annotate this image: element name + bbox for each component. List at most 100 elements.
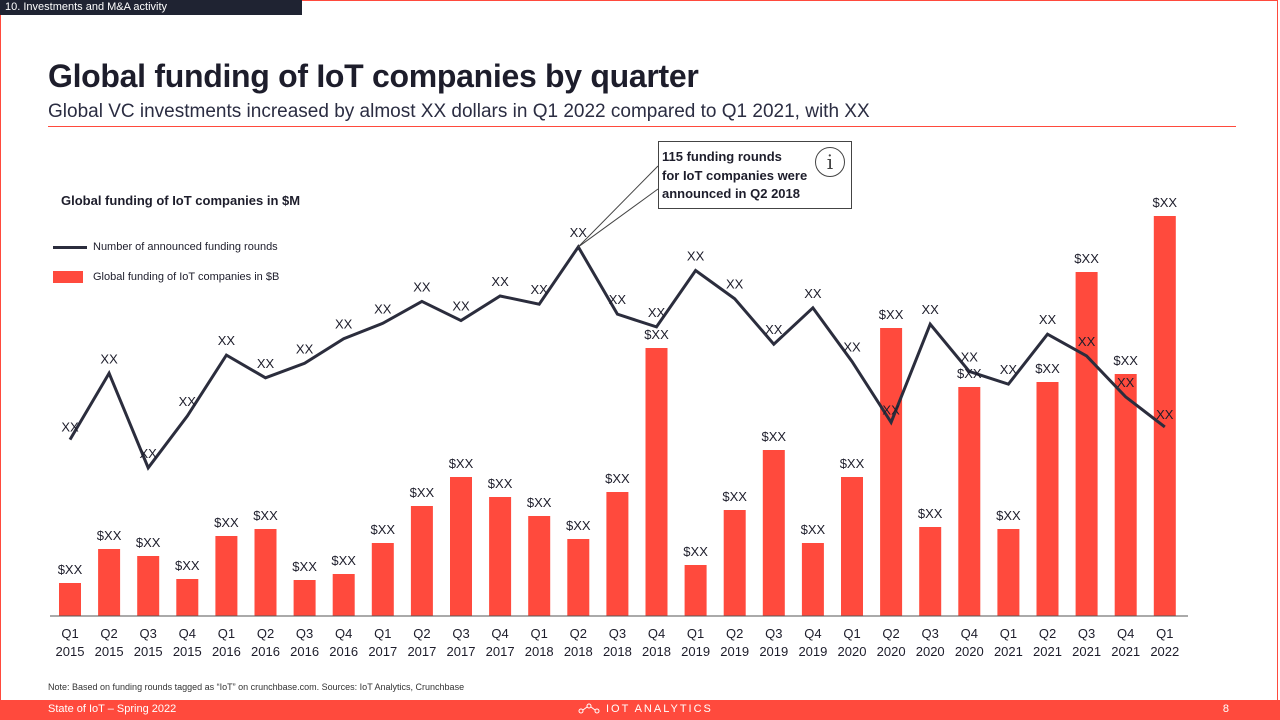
bar [1114,374,1137,616]
bar [919,527,942,616]
x-tick-label-quarter: Q3 [1078,626,1095,641]
footer-brand-text: IOT ANALYTICS [606,703,713,715]
bar-value-label: $XX [683,544,708,559]
x-tick-label-quarter: Q3 [452,626,469,641]
bar-value-label: $XX [488,476,513,491]
bar [137,556,160,616]
legend-item-rounds: Number of announced funding rounds [53,241,278,253]
x-tick-label-quarter: Q4 [804,626,821,641]
bar [1075,272,1098,616]
x-tick-label-quarter: Q4 [648,626,665,641]
line-value-label: XX [648,305,666,320]
line-value-label: XX [140,446,158,461]
x-tick-label-year: 2015 [134,644,163,659]
bar [997,529,1020,616]
x-tick-label-year: 2015 [173,644,202,659]
footer-report-name: State of IoT – Spring 2022 [48,703,177,715]
bar-value-label: $XX [605,471,630,486]
legend-label-rounds: Number of announced funding rounds [93,241,278,253]
bar [254,529,277,616]
x-tick-label-quarter: Q4 [335,626,352,641]
x-tick-label-year: 2015 [56,644,85,659]
bar-value-label: $XX [58,562,83,577]
line-value-label: XX [218,333,236,348]
legend-line-swatch [53,245,87,249]
x-tick-label-year: 2019 [681,644,710,659]
bar-value-label: $XX [97,528,122,543]
page-number: 8 [1222,703,1229,715]
line-value-label: XX [179,394,197,409]
x-tick-label-year: 2019 [720,644,749,659]
bar [332,574,355,616]
x-tick-label-quarter: Q2 [257,626,274,641]
x-tick-label-quarter: Q2 [100,626,117,641]
bar-value-label: $XX [527,495,552,510]
x-tick-label-quarter: Q1 [1156,626,1173,641]
line-value-label: XX [882,402,900,417]
x-tick-label-year: 2016 [290,644,319,659]
x-tick-label-quarter: Q2 [882,626,899,641]
x-tick-label-year: 2021 [1033,644,1062,659]
section-tag: 10. Investments and M&A activity [0,0,302,15]
page-title: Global funding of IoT companies by quart… [48,58,699,94]
x-tick-label-quarter: Q3 [296,626,313,641]
bar-value-label: $XX [449,456,474,471]
bar [528,516,551,616]
bar [1036,382,1059,616]
footer-brand: IOT ANALYTICS [578,703,713,715]
legend-item-funding: Global funding of IoT companies in $B [53,271,279,283]
line-value-label: XX [335,317,353,332]
bar [567,539,590,616]
bar [176,579,199,616]
line-value-label: XX [687,249,705,264]
bar-value-label: $XX [957,366,982,381]
line-value-label: XX [531,282,549,297]
bar [762,450,785,616]
footer-bar: State of IoT – Spring 2022 IOT ANALYTICS… [0,700,1280,720]
bar-value-label: $XX [214,515,239,530]
x-tick-label-year: 2018 [642,644,671,659]
x-tick-label-year: 2017 [407,644,436,659]
line-value-label: XX [726,277,744,292]
x-tick-label-quarter: Q1 [687,626,704,641]
line-value-label: XX [296,341,314,356]
callout-line-1: 115 funding rounds [662,149,782,164]
x-tick-label-year: 2020 [838,644,867,659]
line-value-label: XX [843,339,861,354]
x-tick-label-quarter: Q2 [1039,626,1056,641]
bar [450,477,472,616]
bar [606,492,629,616]
bar-value-label: $XX [331,553,356,568]
bar-value-label: $XX [1113,353,1138,368]
x-tick-label-quarter: Q2 [726,626,743,641]
bar-value-label: $XX [1153,195,1178,210]
x-tick-label-year: 2020 [955,644,984,659]
bar-value-label: $XX [253,508,278,523]
line-value-label: XX [804,286,822,301]
x-tick-label-quarter: Q1 [531,626,548,641]
bar [215,536,238,616]
callout-line-3: announced in Q2 2018 [662,186,800,201]
bar-value-label: $XX [840,456,865,471]
line-value-label: XX [961,349,979,364]
info-icon[interactable]: i [815,147,845,177]
x-tick-label-quarter: Q4 [1117,626,1134,641]
line-value-label: XX [570,225,588,240]
bar-value-label: $XX [175,558,200,573]
x-tick-label-year: 2021 [1072,644,1101,659]
bar-value-label: $XX [879,307,904,322]
source-note: Note: Based on funding rounds tagged as … [48,682,465,692]
bar [98,549,121,616]
x-tick-label-year: 2018 [525,644,554,659]
title-divider [48,126,1236,127]
x-tick-label-year: 2016 [329,644,358,659]
line-value-label: XX [1117,375,1135,390]
callout-pointer [577,165,659,248]
x-tick-label-year: 2019 [759,644,788,659]
line-value-label: XX [413,279,431,294]
bar [880,328,903,616]
bar [489,497,512,616]
bar [958,387,981,616]
bar-value-label: $XX [996,508,1021,523]
